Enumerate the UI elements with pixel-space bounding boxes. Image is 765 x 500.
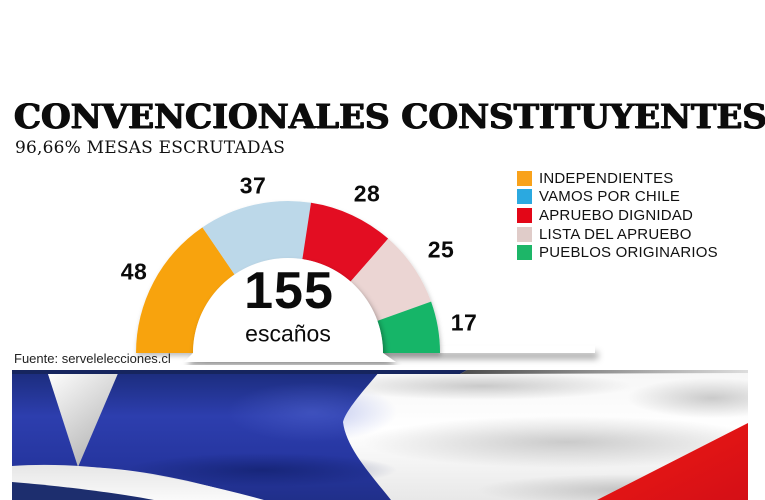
legend-swatch-pueblos-originarios — [517, 245, 532, 261]
gauge-segments — [136, 200, 440, 353]
page-title: CONVENCIONALES CONSTITUYENTES — [14, 97, 765, 137]
flag-star-arm — [47, 371, 119, 467]
legend-swatch-vamos-por-chile — [517, 189, 532, 205]
seat-count-pueblos-originarios: 17 — [450, 309, 478, 336]
source-credit: Fuente: servelelecciones.cl — [14, 351, 171, 366]
total-seats-unit: escaños — [245, 320, 331, 347]
fabric-fold-shadow — [362, 416, 748, 468]
seat-count-apruebo-dignidad: 28 — [353, 180, 381, 207]
blue-fold-highlight — [227, 382, 397, 442]
legend-swatch-lista-del-apruebo — [517, 226, 532, 242]
legend-label: LISTA DEL APRUEBO — [539, 225, 692, 243]
legend-item-vamos-por-chile: VAMOS POR CHILE — [517, 188, 718, 207]
seat-count-vamos-por-chile: 37 — [239, 172, 267, 199]
chile-flag-image — [12, 370, 748, 500]
legend-item-pueblos-originarios: PUEBLOS ORIGINARIOS — [517, 243, 718, 262]
fabric-fold-shadow — [627, 378, 748, 418]
flag-red-stripe — [597, 423, 748, 500]
gauge-segment-vamos-por-chile — [202, 200, 312, 275]
legend-label: PUEBLOS ORIGINARIOS — [539, 244, 718, 262]
gauge-segment-apruebo-dignidad — [302, 202, 389, 282]
legend-item-lista-del-apruebo: LISTA DEL APRUEBO — [517, 225, 718, 244]
seats-gauge-chart — [136, 200, 440, 362]
legend-swatch-independientes — [517, 170, 532, 186]
blue-fold-shading — [127, 453, 397, 487]
gauge-segment-lista-del-apruebo — [350, 238, 432, 321]
legend-label: INDEPENDIENTES — [539, 169, 674, 187]
gauge-segment-independientes — [136, 227, 235, 353]
flag-top-edge-gray — [460, 370, 748, 374]
legend-label: VAMOS POR CHILE — [539, 188, 681, 206]
flag-top-edge-navy — [12, 370, 467, 374]
flag-navy-corner — [12, 482, 154, 500]
seat-count-independientes: 48 — [120, 258, 148, 285]
seat-count-lista-del-apruebo: 25 — [427, 236, 455, 263]
total-seats-value: 155 — [244, 262, 334, 320]
legend-item-independientes: INDEPENDIENTES — [517, 169, 718, 188]
legend-item-apruebo-dignidad: APRUEBO DIGNIDAD — [517, 206, 718, 225]
legend: INDEPENDIENTES VAMOS POR CHILE APRUEBO DIG… — [517, 169, 718, 262]
fabric-fold-shadow — [332, 372, 632, 400]
gauge-segment-pueblos-originarios — [377, 301, 440, 353]
legend-swatch-apruebo-dignidad — [517, 207, 532, 223]
subtitle: 96,66% MESAS ESCRUTADAS — [15, 138, 286, 158]
legend-label: APRUEBO DIGNIDAD — [539, 206, 694, 224]
gauge-center-dome — [184, 258, 396, 362]
